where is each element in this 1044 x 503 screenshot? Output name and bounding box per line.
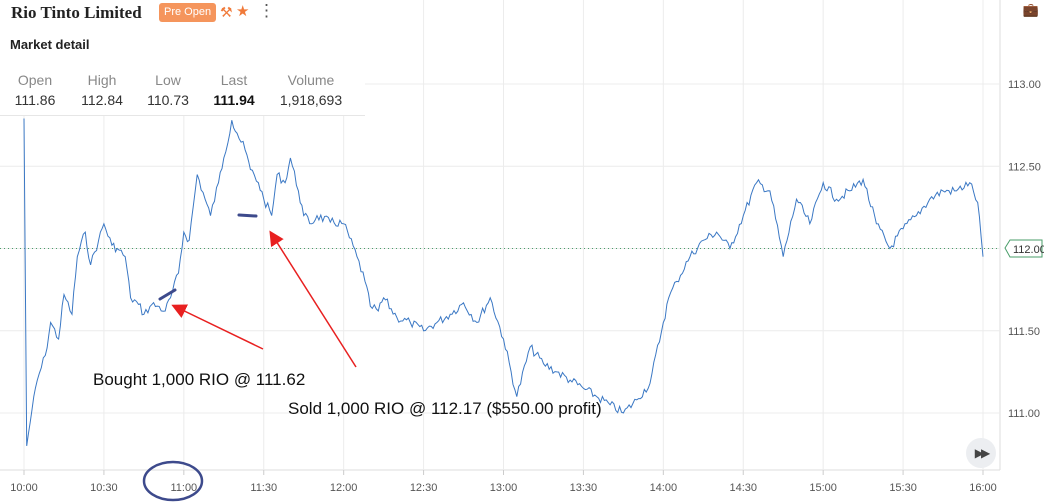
- y-tick-113.00: 113.00: [1008, 79, 1041, 91]
- md-high-value: 112.84: [81, 92, 123, 108]
- briefcase-icon[interactable]: 💼: [1018, 0, 1044, 20]
- fast-forward-button[interactable]: ▶▶: [966, 438, 996, 468]
- gavel-icon[interactable]: ⚒: [220, 4, 233, 20]
- x-tick-10:00: 10:00: [10, 482, 38, 494]
- price-line: [23, 118, 984, 446]
- buy-marker: [158, 288, 177, 301]
- y-tick-111.50: 111.50: [1008, 326, 1040, 338]
- y-axis-tick-labels: 111.00 111.50 112.50 113.00: [1008, 79, 1041, 420]
- x-tick-14:00: 14:00: [650, 482, 678, 494]
- sell-arrow: [269, 230, 357, 368]
- x-tick-15:30: 15:30: [889, 482, 917, 494]
- star-icon[interactable]: ★: [236, 3, 250, 20]
- x-tick-12:00: 12:00: [330, 482, 358, 494]
- md-last-value: 111.94: [213, 92, 255, 108]
- x-tick-10:30: 10:30: [90, 482, 118, 494]
- x-tick-11:00: 11:00: [170, 482, 197, 494]
- md-low-value: 110.73: [147, 92, 189, 108]
- more-vertical-icon[interactable]: ⋮: [258, 1, 275, 20]
- md-high: High 112.84: [67, 72, 137, 108]
- md-low: Low 110.73: [133, 72, 203, 108]
- md-high-label: High: [87, 72, 117, 88]
- md-last-label: Last: [220, 72, 248, 88]
- md-last: Last 111.94: [199, 72, 269, 108]
- x-tick-16:00: 16:00: [969, 482, 997, 494]
- market-detail-title: Market detail: [10, 37, 90, 52]
- sold-annotation: Sold 1,000 RIO @ 112.17 ($550.00 profit): [288, 399, 602, 418]
- x-tick-13:30: 13:30: [570, 482, 598, 494]
- y-tick-111.00: 111.00: [1008, 408, 1040, 420]
- y-tick-112.50: 112.50: [1008, 161, 1041, 173]
- sell-marker: [237, 213, 258, 218]
- bought-annotation: Bought 1,000 RIO @ 111.62: [93, 370, 306, 389]
- x-tick-11:30: 11:30: [250, 482, 277, 494]
- x-tick-14:30: 14:30: [729, 482, 757, 494]
- market-detail-divider: [0, 115, 365, 116]
- md-open-value: 111.86: [14, 92, 56, 108]
- md-volume-label: Volume: [287, 72, 335, 88]
- company-title: Rio Tinto Limited: [11, 3, 142, 22]
- md-volume: Volume 1,918,693: [276, 72, 346, 108]
- md-open-label: Open: [17, 72, 53, 88]
- md-volume-value: 1,918,693: [279, 92, 343, 108]
- current-price-label: 112.00: [1013, 244, 1044, 256]
- buy-arrow: [171, 304, 264, 350]
- circled-11-00-highlight: [142, 460, 204, 502]
- chart-header: Rio Tinto Limited Pre Open ⚒ ★ ⋮ Market …: [0, 0, 365, 116]
- x-axis-tick-labels: 10:00 10:30 11:00 11:30 12:00 12:30 13:00 13:30…: [10, 482, 997, 494]
- current-price-tag: 112.00: [1004, 239, 1044, 258]
- md-low-label: Low: [155, 72, 181, 88]
- x-tick-12:30: 12:30: [410, 482, 438, 494]
- x-tick-13:00: 13:00: [490, 482, 518, 494]
- md-open: Open 111.86: [0, 72, 70, 108]
- status-badge: Pre Open: [159, 3, 217, 22]
- x-tick-15:00: 15:00: [809, 482, 837, 494]
